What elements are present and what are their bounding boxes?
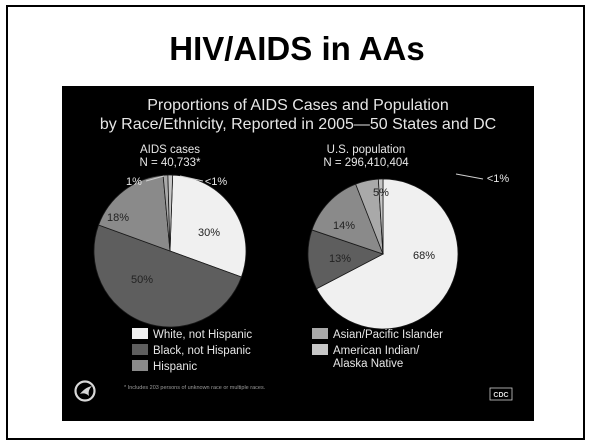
legend-swatch-asian-pacific-islander <box>312 328 328 339</box>
legend: White, not Hispanic Black, not Hispanic Hi… <box>132 328 443 373</box>
pie-aids-cases: 30% 50% 18% 1% <1% <box>93 174 247 328</box>
pie2-label-black-not-hispanic: 13% <box>329 253 351 265</box>
page-heading: HIV/AIDS in AAs <box>169 30 425 67</box>
chart-title-line1: Proportions of AIDS Cases and Population <box>147 97 449 114</box>
pie1-label-asian-pacific-islander: 1% <box>126 176 142 188</box>
legend-label-black-not-hispanic: Black, not Hispanic <box>153 345 251 357</box>
legend-label-hispanic: Hispanic <box>153 361 197 373</box>
pie2-label-american-indian-alaska-native: <1% <box>487 173 510 185</box>
pie1-slice-white-not-hispanic <box>169 174 247 278</box>
pie2-label-asian-pacific-islander: 5% <box>373 187 389 199</box>
legend-swatch-hispanic <box>132 360 148 371</box>
pie2-slice-hispanic <box>311 183 384 255</box>
pie1-slice-hispanic <box>98 174 171 252</box>
pie1-leader-lt1pct <box>179 175 204 182</box>
legend-swatch-black-not-hispanic <box>132 344 148 355</box>
legend-label-american-indian-alaska-native-line2: Alaska Native <box>333 358 403 370</box>
legend-label-white-not-hispanic: White, not Hispanic <box>153 329 252 341</box>
chart-slide: Proportions of AIDS Cases and Population… <box>62 86 534 421</box>
legend-swatch-white-not-hispanic <box>132 328 148 339</box>
pie2-label-white-not-hispanic: 68% <box>413 250 435 262</box>
hhs-eagle-logo-icon <box>74 380 96 402</box>
pie1-subtitle: N = 40,733* <box>139 157 201 169</box>
pie1-slice-black-not-hispanic <box>93 224 242 328</box>
legend-label-asian-pacific-islander: Asian/Pacific Islander <box>333 329 443 341</box>
pie1-leader-1pct <box>145 175 165 182</box>
pie2-slice-white-not-hispanic <box>316 178 459 330</box>
footnote: * Includes 203 persons of unknown race o… <box>124 385 266 391</box>
pie1-label-black-not-hispanic: 50% <box>131 274 153 286</box>
pie1-slice-american-indian-alaska-native <box>167 174 174 252</box>
pie-charts-svg: Proportions of AIDS Cases and Population… <box>74 97 513 402</box>
cdc-logo-box <box>489 387 513 401</box>
pie2-label-hispanic: 14% <box>333 220 355 232</box>
chart-title-line2: by Race/Ethnicity, Reported in 2005—50 S… <box>100 116 496 133</box>
pie2-slice-american-indian-alaska-native <box>377 178 384 255</box>
legend-label-american-indian-alaska-native: American Indian/ <box>333 345 420 357</box>
legend-swatch-american-indian-alaska-native <box>312 344 328 355</box>
pie1-title: AIDS cases <box>140 144 200 156</box>
pie2-slice-black-not-hispanic <box>307 229 385 290</box>
pie1-label-american-indian-alaska-native: <1% <box>205 176 228 188</box>
cdc-logo-label: CDC <box>493 392 508 399</box>
pie1-label-hispanic: 18% <box>107 212 129 224</box>
pie1-label-white-not-hispanic: 30% <box>198 227 220 239</box>
pie2-leader-lt1pct <box>455 173 484 180</box>
pie-us-population: 68% 13% 14% 5% <1% <box>307 173 510 330</box>
pie2-subtitle: N = 296,410,404 <box>323 157 409 169</box>
pie2-title: U.S. population <box>327 144 406 156</box>
